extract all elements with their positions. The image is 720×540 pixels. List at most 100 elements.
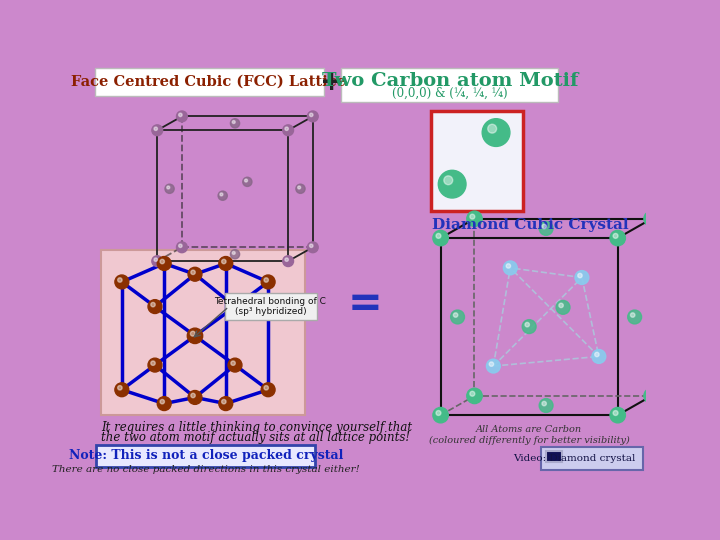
Circle shape <box>613 410 618 415</box>
Circle shape <box>310 244 313 247</box>
Circle shape <box>467 211 482 226</box>
Circle shape <box>230 249 240 259</box>
Circle shape <box>179 244 182 247</box>
FancyBboxPatch shape <box>95 68 323 96</box>
Circle shape <box>264 386 269 390</box>
FancyBboxPatch shape <box>541 447 643 470</box>
Circle shape <box>556 300 570 314</box>
Circle shape <box>187 328 203 343</box>
Circle shape <box>154 127 158 131</box>
Circle shape <box>117 386 122 390</box>
Circle shape <box>117 278 122 282</box>
Circle shape <box>154 258 158 261</box>
Circle shape <box>433 408 449 423</box>
Circle shape <box>436 233 441 238</box>
Circle shape <box>218 191 228 200</box>
Circle shape <box>160 259 164 264</box>
Circle shape <box>436 410 441 415</box>
Circle shape <box>283 256 294 267</box>
Circle shape <box>482 119 510 146</box>
Circle shape <box>444 176 453 185</box>
FancyBboxPatch shape <box>341 68 559 102</box>
Circle shape <box>157 397 171 410</box>
Circle shape <box>454 313 458 318</box>
Circle shape <box>542 401 546 406</box>
Circle shape <box>150 302 156 307</box>
Circle shape <box>285 127 289 131</box>
Circle shape <box>222 400 226 404</box>
Circle shape <box>470 214 474 219</box>
Circle shape <box>539 399 553 413</box>
Circle shape <box>230 119 240 128</box>
Circle shape <box>307 242 318 253</box>
Circle shape <box>577 273 582 278</box>
Circle shape <box>115 383 129 397</box>
Circle shape <box>451 310 464 324</box>
Text: Diamond Cubic Crystal: Diamond Cubic Crystal <box>433 218 629 232</box>
Circle shape <box>285 258 289 261</box>
Circle shape <box>191 393 195 398</box>
FancyBboxPatch shape <box>96 445 315 467</box>
Circle shape <box>228 358 242 372</box>
Circle shape <box>489 362 494 366</box>
Circle shape <box>539 221 553 235</box>
Circle shape <box>233 120 235 124</box>
Text: Video: Diamond crystal: Video: Diamond crystal <box>513 454 636 463</box>
Circle shape <box>150 361 156 366</box>
Circle shape <box>310 113 313 117</box>
Circle shape <box>542 224 546 229</box>
Circle shape <box>188 267 202 281</box>
Circle shape <box>190 331 195 336</box>
Circle shape <box>264 278 269 282</box>
Circle shape <box>160 400 164 404</box>
Circle shape <box>470 392 474 396</box>
Circle shape <box>644 388 660 403</box>
Circle shape <box>525 322 529 327</box>
Circle shape <box>595 352 599 357</box>
Circle shape <box>228 300 242 314</box>
Text: All Atoms are Carbon
(coloured differently for better visibility): All Atoms are Carbon (coloured different… <box>429 425 629 445</box>
Text: Two Carbon atom Motif: Two Carbon atom Motif <box>322 72 578 90</box>
Circle shape <box>167 186 170 189</box>
Circle shape <box>610 231 626 246</box>
Circle shape <box>647 392 652 396</box>
Bar <box>101 249 305 415</box>
Circle shape <box>245 179 248 182</box>
Text: There are no close packed directions in this crystal either!: There are no close packed directions in … <box>52 464 359 474</box>
Circle shape <box>176 111 187 122</box>
Circle shape <box>644 211 660 226</box>
Circle shape <box>148 358 162 372</box>
Circle shape <box>261 383 275 397</box>
Circle shape <box>506 264 510 268</box>
Circle shape <box>575 271 589 285</box>
Circle shape <box>261 275 275 289</box>
Circle shape <box>243 177 252 186</box>
Circle shape <box>438 170 466 198</box>
FancyBboxPatch shape <box>225 293 317 320</box>
Circle shape <box>592 349 606 363</box>
Circle shape <box>467 388 482 403</box>
Text: +: + <box>320 68 343 96</box>
Text: Tetrahedral bonding of C
(sp³ hybridized): Tetrahedral bonding of C (sp³ hybridized… <box>215 297 326 316</box>
Circle shape <box>433 231 449 246</box>
Text: It requires a little thinking to convince yourself that: It requires a little thinking to convinc… <box>101 421 412 434</box>
Circle shape <box>219 397 233 410</box>
Bar <box>431 111 523 211</box>
Circle shape <box>610 408 626 423</box>
Circle shape <box>487 124 497 133</box>
Circle shape <box>176 242 187 253</box>
Circle shape <box>157 256 171 271</box>
Circle shape <box>233 252 235 254</box>
Circle shape <box>220 193 223 196</box>
Circle shape <box>613 233 618 238</box>
Circle shape <box>487 359 500 373</box>
Circle shape <box>148 300 162 314</box>
Circle shape <box>296 184 305 193</box>
Circle shape <box>231 302 235 307</box>
Circle shape <box>631 313 635 318</box>
Circle shape <box>115 275 129 289</box>
Circle shape <box>152 125 163 136</box>
Circle shape <box>222 259 226 264</box>
Circle shape <box>152 256 163 267</box>
Text: Note: This is not a close packed crystal: Note: This is not a close packed crystal <box>68 449 343 462</box>
